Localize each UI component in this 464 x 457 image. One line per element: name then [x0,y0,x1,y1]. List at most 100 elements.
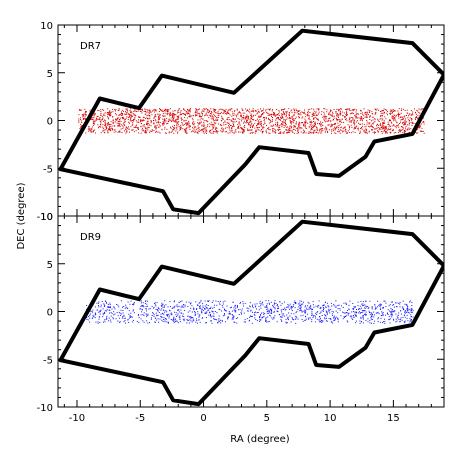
data-point [166,314,167,316]
data-point [277,121,279,123]
data-point [298,121,300,123]
data-point [83,117,85,119]
data-point [114,129,116,131]
data-point [198,319,200,321]
data-point [382,122,383,124]
data-point [416,132,417,134]
data-point [402,119,404,121]
data-point [360,316,362,318]
data-point [393,319,395,321]
data-point [268,119,270,121]
data-point [278,125,280,127]
data-point [199,307,201,309]
data-point [144,300,146,302]
data-point [227,110,229,112]
data-point [218,114,220,116]
data-point [421,108,423,110]
data-point [295,126,296,128]
data-point [189,115,190,117]
data-point [203,127,205,129]
data-point [162,306,164,308]
data-point [324,116,326,117]
data-point [211,320,212,322]
data-point [248,308,250,310]
data-point [135,125,137,127]
data-point [354,115,356,117]
data-point [128,310,130,312]
data-point [377,312,379,314]
data-point [303,130,305,132]
data-point [213,109,215,111]
data-point [337,119,339,121]
data-point [313,306,315,308]
data-point [301,311,303,313]
data-point [272,113,274,115]
data-point [287,317,289,319]
data-point [314,114,316,116]
data-point [94,119,96,121]
data-point [322,121,324,123]
data-point [398,117,400,119]
data-point [268,127,270,129]
data-point [352,113,354,115]
data-point [166,112,168,114]
data-point [311,312,313,314]
data-point [331,129,333,131]
data-point [140,132,142,134]
data-point [288,127,290,129]
data-point [232,317,234,319]
data-point [335,112,337,114]
data-point [252,125,254,127]
data-point [391,313,393,315]
data-point [403,321,405,323]
data-point [185,111,187,113]
data-point [215,128,217,130]
data-point [147,120,149,122]
data-point [343,312,345,314]
data-point [268,132,270,134]
data-point [145,126,147,128]
data-point [202,303,204,305]
data-point [151,130,153,132]
data-point [279,129,281,130]
data-point [384,318,385,320]
data-point [168,109,170,111]
data-point [106,127,108,129]
data-point [273,128,275,130]
data-point [337,318,339,320]
data-point [93,316,95,317]
data-point [264,121,266,123]
data-point [188,125,190,127]
data-point [207,112,209,114]
data-point [318,109,320,111]
data-point [417,115,419,117]
data-point [210,113,212,114]
data-point [404,312,406,314]
data-point [81,114,83,116]
data-point [389,113,391,115]
data-point [88,130,90,132]
data-point [355,306,356,308]
data-point [202,129,204,131]
data-point [271,115,272,117]
data-point [142,120,144,122]
data-point [90,118,92,120]
data-point [222,113,224,114]
data-point [142,302,144,304]
data-point [269,132,271,134]
data-point [156,122,158,124]
data-point [97,124,99,126]
data-point [233,125,235,127]
data-point [260,123,262,125]
data-point [374,113,376,115]
data-point [284,119,286,121]
data-point [202,118,204,120]
data-point [169,108,171,110]
data-point [164,128,166,130]
data-point [336,113,338,115]
data-point [259,302,261,304]
data-point [246,121,248,122]
data-point [163,119,165,121]
data-point [184,309,186,311]
data-point [167,110,169,112]
